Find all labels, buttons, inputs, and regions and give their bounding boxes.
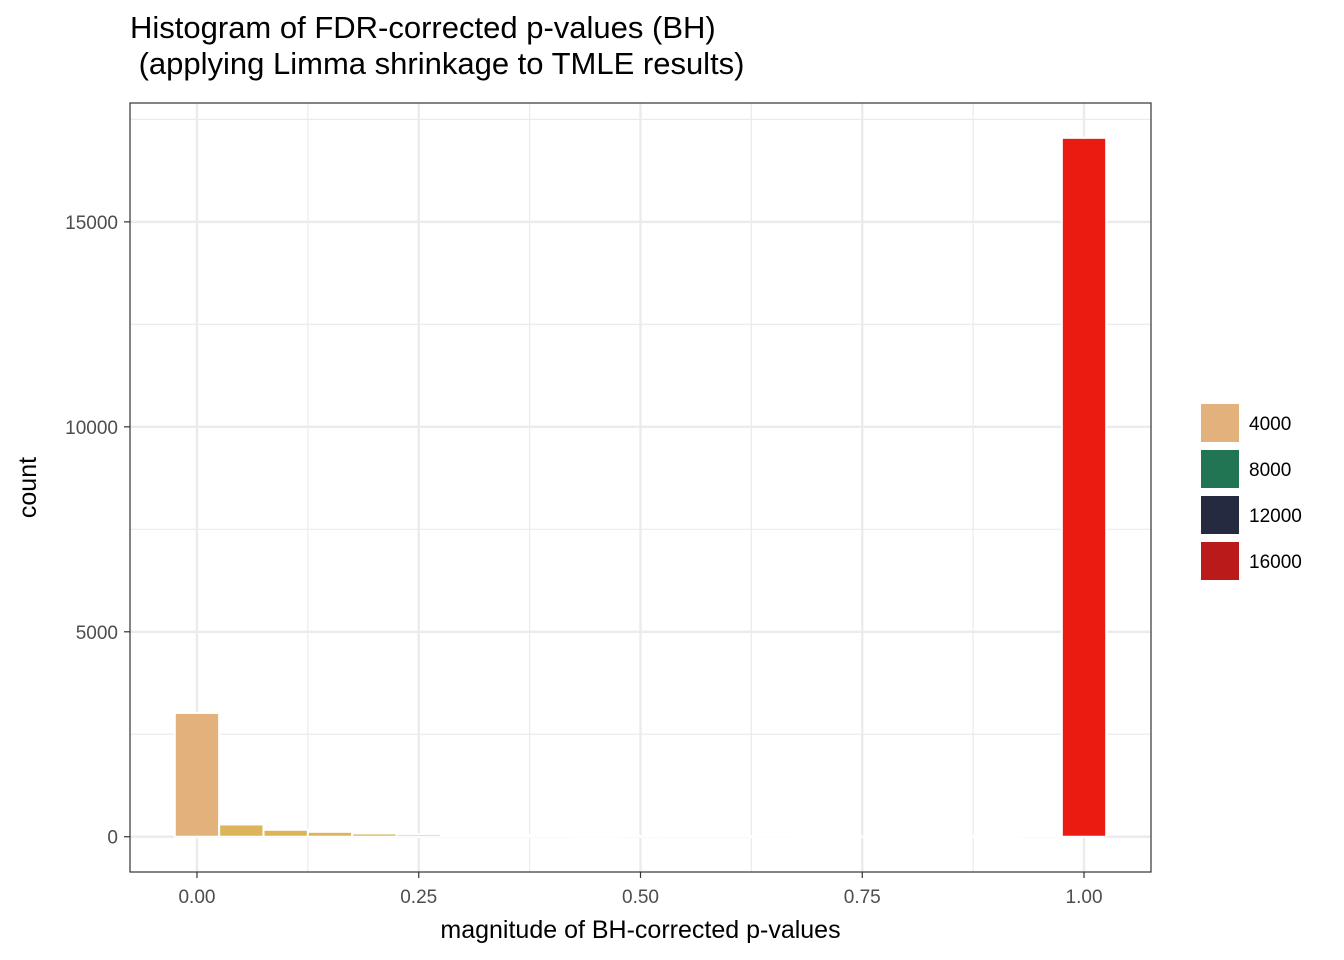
histogram-bar	[883, 835, 930, 839]
x-tick-label: 0.25	[400, 887, 437, 908]
legend-label: 8000	[1249, 460, 1291, 481]
legend-label: 4000	[1249, 414, 1291, 435]
histogram-bar	[794, 835, 842, 838]
y-tick-label: 5000	[76, 623, 118, 644]
chart-title: Histogram of FDR-corrected p-values (BH)…	[130, 10, 745, 82]
histogram-bar	[173, 711, 221, 838]
histogram-bar	[484, 834, 531, 838]
histogram-bar	[572, 835, 620, 838]
histogram-bars	[173, 136, 1108, 839]
chart-title-line-1: Histogram of FDR-corrected p-values (BH)	[130, 10, 716, 45]
histogram-bar	[306, 830, 354, 838]
x-tick-label: 1.00	[1066, 887, 1103, 908]
x-tick-label: 0.75	[844, 887, 881, 908]
x-tick-label: 0.50	[622, 887, 659, 908]
histogram-bar	[262, 828, 309, 838]
plot-panel	[130, 103, 1151, 872]
y-tick-label: 0	[107, 828, 118, 849]
histogram-bar	[706, 835, 753, 838]
legend-key	[1201, 542, 1239, 580]
histogram-bar	[617, 835, 664, 838]
histogram-bar	[972, 835, 1019, 839]
x-axis-title: magnitude of BH-corrected p-values	[440, 916, 840, 944]
y-axis: 0 5000 10000 15000	[65, 213, 130, 849]
histogram-bar	[1016, 834, 1063, 838]
y-axis-title: count	[14, 457, 42, 518]
histogram-bar	[218, 823, 265, 838]
histogram-bar	[927, 835, 975, 839]
legend-label: 12000	[1249, 506, 1302, 527]
legend-key	[1201, 496, 1239, 534]
legend-label: 16000	[1249, 552, 1302, 573]
histogram-bar	[661, 835, 709, 838]
histogram-bar	[395, 833, 442, 838]
legend-key	[1201, 450, 1239, 488]
legend-key	[1201, 404, 1239, 442]
histogram-bar	[750, 835, 797, 838]
y-tick-label: 10000	[65, 418, 118, 439]
histogram-bar	[351, 832, 398, 838]
chart-title-line-2: (applying Limma shrinkage to TMLE result…	[130, 46, 745, 81]
histogram-bar	[439, 833, 487, 838]
legend: 4000 8000 12000 16000	[1201, 404, 1302, 580]
histogram-bar	[839, 835, 886, 838]
histogram-bar	[1060, 136, 1108, 838]
histogram-bar	[528, 834, 575, 838]
y-tick-label: 15000	[65, 213, 118, 234]
x-tick-label: 0.00	[178, 887, 215, 908]
x-axis: 0.00 0.25 0.50 0.75 1.00	[178, 872, 1103, 908]
